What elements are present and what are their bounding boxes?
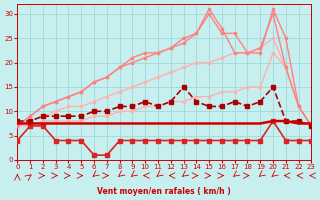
X-axis label: Vent moyen/en rafales ( km/h ): Vent moyen/en rafales ( km/h ) [98,187,231,196]
